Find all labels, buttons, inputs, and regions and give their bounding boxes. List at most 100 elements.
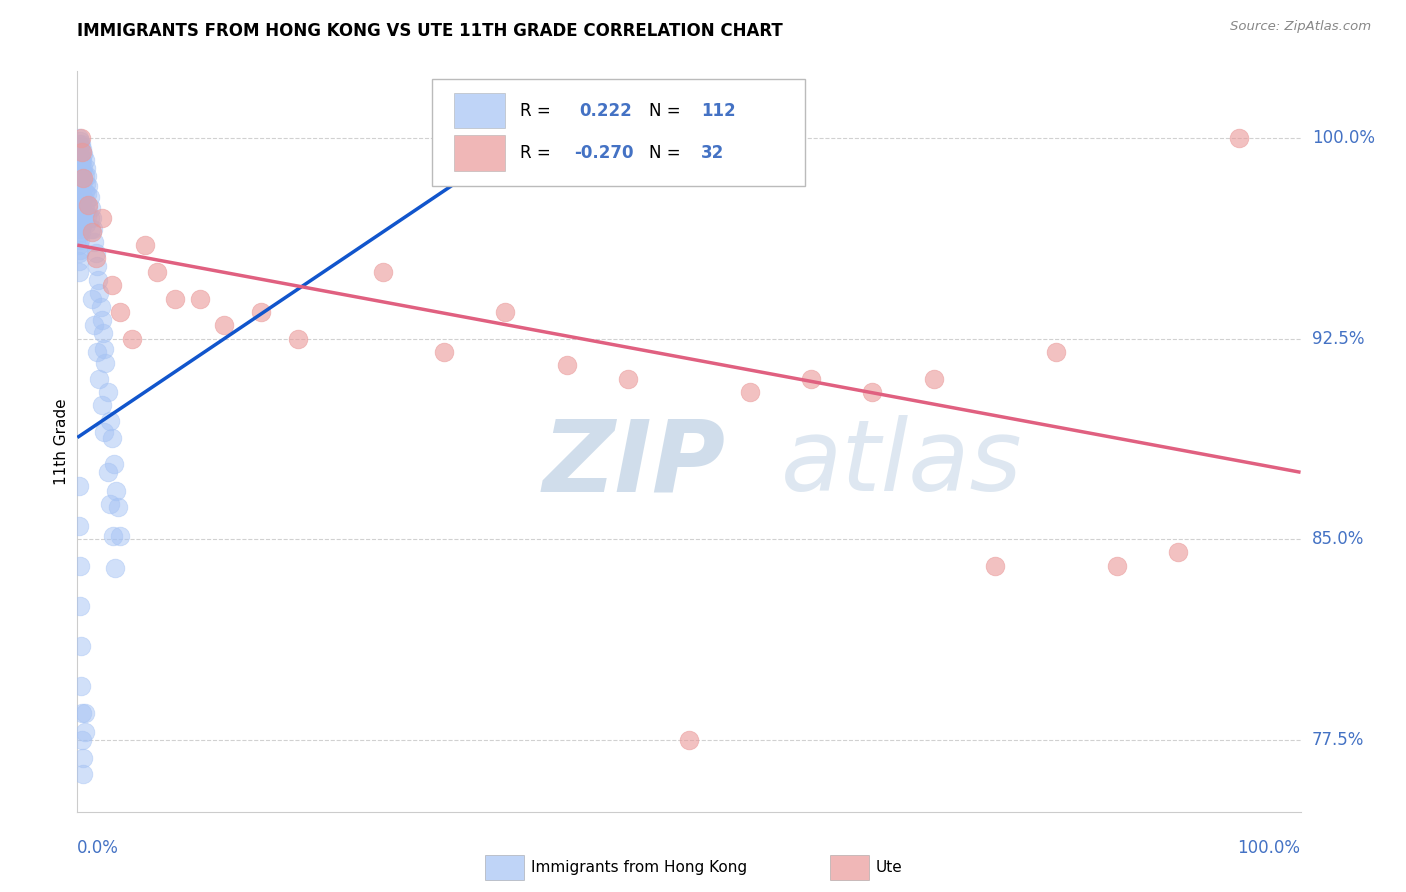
Point bbox=[97, 465, 120, 479]
Point bbox=[212, 318, 235, 333]
Point bbox=[67, 238, 90, 252]
Text: Ute: Ute bbox=[876, 860, 903, 874]
Point bbox=[75, 177, 97, 191]
Point bbox=[250, 305, 273, 319]
Point bbox=[82, 222, 104, 236]
Point bbox=[69, 599, 91, 613]
Point bbox=[90, 313, 112, 327]
Point bbox=[70, 190, 93, 204]
Point bbox=[67, 190, 90, 204]
Point bbox=[107, 500, 129, 514]
Point bbox=[89, 372, 111, 386]
Point bbox=[73, 153, 96, 167]
Point bbox=[69, 211, 91, 226]
Point bbox=[72, 206, 94, 220]
Point bbox=[67, 163, 90, 178]
Point bbox=[67, 219, 90, 234]
Point bbox=[87, 273, 110, 287]
Point bbox=[70, 145, 93, 159]
Point bbox=[76, 187, 98, 202]
Point bbox=[79, 190, 101, 204]
Point bbox=[146, 265, 169, 279]
Point bbox=[80, 211, 103, 226]
Point bbox=[67, 246, 90, 260]
Point bbox=[77, 179, 100, 194]
Point bbox=[100, 431, 122, 445]
Point bbox=[73, 169, 96, 183]
Point bbox=[433, 345, 456, 359]
Point bbox=[678, 732, 700, 747]
Point bbox=[121, 332, 143, 346]
Point bbox=[70, 679, 93, 693]
Point bbox=[984, 558, 1007, 573]
Point bbox=[67, 254, 90, 268]
Text: ZIP: ZIP bbox=[543, 416, 725, 512]
FancyBboxPatch shape bbox=[454, 135, 506, 170]
Point bbox=[67, 153, 90, 167]
Point bbox=[69, 182, 91, 196]
Point bbox=[70, 225, 93, 239]
Point bbox=[80, 201, 103, 215]
Point bbox=[800, 372, 823, 386]
Point bbox=[73, 706, 96, 720]
Point bbox=[922, 372, 945, 386]
Text: R =: R = bbox=[520, 144, 557, 161]
Point bbox=[97, 385, 120, 400]
Point bbox=[67, 142, 90, 156]
Point bbox=[70, 142, 93, 156]
Point bbox=[73, 185, 96, 199]
Point bbox=[70, 203, 93, 218]
Point bbox=[617, 372, 640, 386]
Point bbox=[76, 169, 98, 183]
Point bbox=[90, 300, 112, 314]
Point bbox=[80, 225, 103, 239]
Text: 32: 32 bbox=[702, 144, 724, 161]
FancyBboxPatch shape bbox=[432, 78, 806, 186]
Point bbox=[69, 139, 91, 153]
Point bbox=[89, 286, 111, 301]
Point bbox=[98, 497, 121, 511]
Point bbox=[75, 161, 97, 175]
Point bbox=[67, 171, 90, 186]
Point bbox=[67, 136, 90, 151]
Point bbox=[495, 305, 517, 319]
Point bbox=[70, 131, 93, 145]
Point bbox=[94, 356, 117, 370]
Point bbox=[83, 318, 105, 333]
Point bbox=[104, 561, 127, 575]
Point bbox=[69, 558, 91, 573]
Point bbox=[93, 425, 115, 440]
Point bbox=[67, 198, 90, 212]
Point bbox=[86, 260, 108, 274]
Point bbox=[1107, 558, 1129, 573]
Text: 0.222: 0.222 bbox=[579, 102, 631, 120]
Point bbox=[90, 211, 112, 226]
Point bbox=[90, 399, 112, 413]
Point bbox=[108, 529, 131, 543]
Point bbox=[73, 203, 96, 218]
Point bbox=[67, 478, 90, 492]
Point bbox=[72, 171, 94, 186]
Point bbox=[72, 147, 94, 161]
Text: Immigrants from Hong Kong: Immigrants from Hong Kong bbox=[531, 860, 748, 874]
Point bbox=[70, 145, 93, 159]
Point bbox=[165, 292, 187, 306]
Point bbox=[76, 209, 98, 223]
Text: N =: N = bbox=[648, 144, 686, 161]
Point bbox=[70, 706, 93, 720]
Point bbox=[84, 246, 107, 260]
Point bbox=[93, 343, 115, 357]
Point bbox=[70, 732, 93, 747]
Point bbox=[188, 292, 211, 306]
Point bbox=[70, 153, 93, 167]
Point bbox=[70, 136, 93, 151]
Y-axis label: 11th Grade: 11th Grade bbox=[53, 398, 69, 485]
Point bbox=[100, 278, 122, 293]
Point bbox=[70, 163, 93, 178]
Point bbox=[862, 385, 884, 400]
Point bbox=[70, 639, 93, 653]
Point bbox=[1045, 345, 1067, 359]
Point bbox=[80, 222, 103, 236]
Point bbox=[75, 195, 97, 210]
Point bbox=[70, 185, 93, 199]
